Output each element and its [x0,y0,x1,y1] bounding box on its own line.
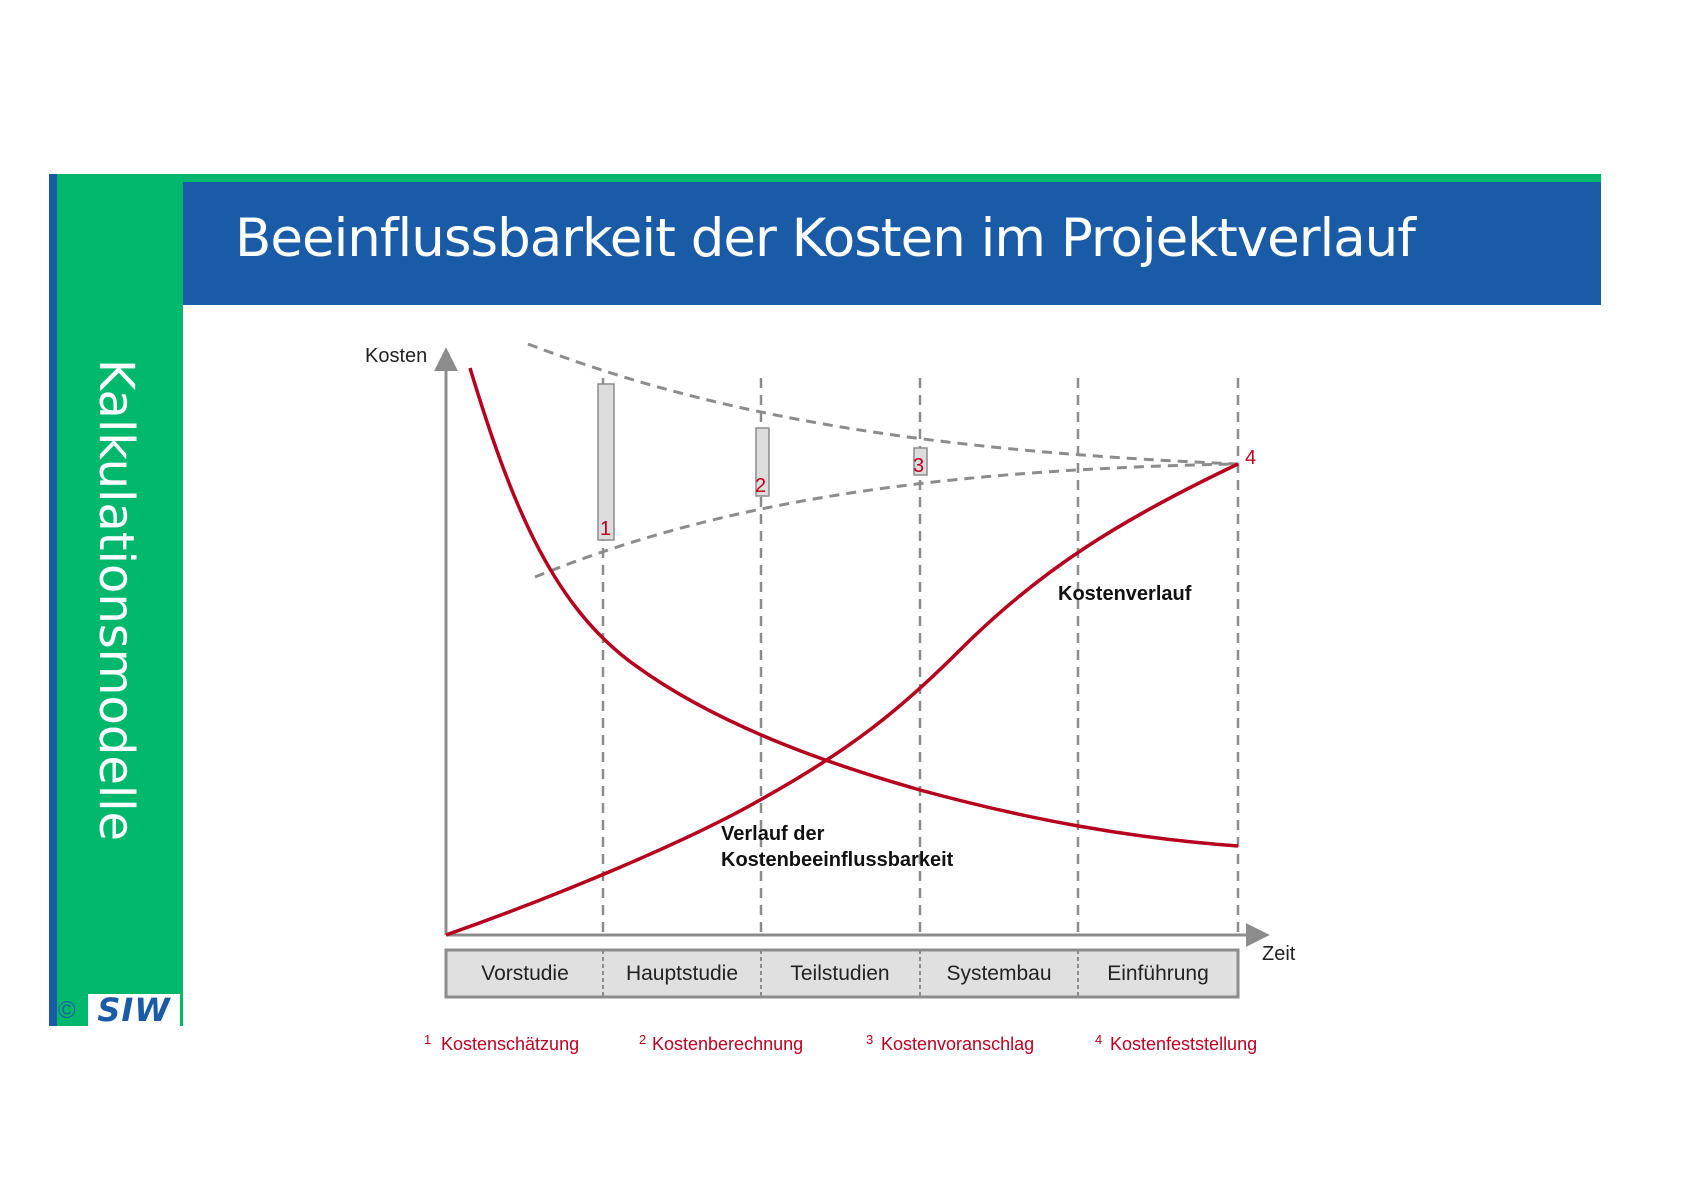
phase-label: Einführung [1107,962,1209,985]
legend-text: Kostenberechnung [652,1034,803,1054]
influence-curve-label-line2: Kostenbeeinflussbarkeit [721,849,954,871]
header-accent-line [183,174,1601,182]
y-axis-label: Kosten [365,345,427,367]
cost-curve-label: Kostenverlauf [1058,583,1192,605]
sidebar [49,174,183,1026]
phase-label: Teilstudien [790,962,889,985]
estimate-lower-bound [534,462,1239,579]
marker-4: 4 [1245,447,1256,469]
logo: © SIW [56,994,183,1028]
accuracy-bar-3 [913,447,928,476]
phase-bar: Vorstudie Hauptstudie Teilstudien System… [444,948,1240,999]
header: Beeinflussbarkeit der Kosten im Projektv… [183,182,1601,305]
legend-text: Kostenvoranschlag [881,1034,1034,1054]
phase-label: Systembau [946,962,1051,985]
legend-number: 1 [424,1032,431,1047]
legend-number: 2 [639,1032,646,1047]
phase-label: Hauptstudie [626,962,738,985]
legend-number: 4 [1095,1032,1102,1047]
legend-text: Kostenschätzung [441,1034,579,1054]
marker-1: 1 [600,518,611,540]
legend-number: 3 [866,1032,873,1047]
influence-curve [468,367,1239,848]
legend: 1 Kostenschätzung 2 Kostenberechnung 3 K… [424,1032,1257,1054]
cost-curve [445,462,1239,937]
accuracy-bar-1 [597,383,615,541]
legend-text: Kostenfeststellung [1110,1034,1257,1054]
accuracy-bar-2 [755,427,770,497]
marker-3: 3 [913,455,924,477]
logo-wordmark: SIW [88,994,180,1026]
marker-2: 2 [755,475,766,497]
influence-curve-label-line1: Verlauf der [721,823,825,845]
page-title: Beeinflussbarkeit der Kosten im Projektv… [235,208,1416,269]
phase-label: Vorstudie [481,962,569,985]
copyright-icon: © [58,997,76,1024]
estimate-upper-bound [527,342,1239,466]
x-axis-label: Zeit [1262,943,1296,965]
